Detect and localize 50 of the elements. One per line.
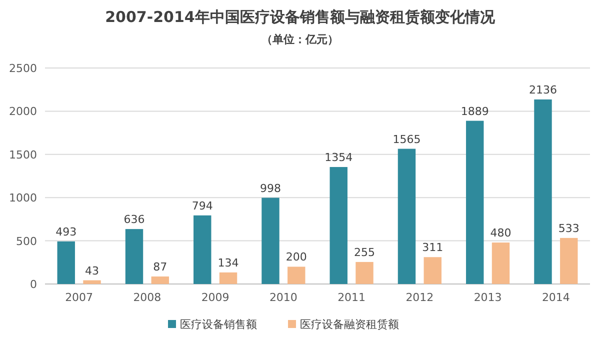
bar (356, 262, 374, 284)
y-tick-label: 2000 (9, 105, 37, 118)
bar (560, 238, 578, 284)
data-label: 636 (124, 213, 145, 226)
x-tick-label: 2009 (201, 291, 230, 304)
bar (424, 257, 442, 284)
bar (466, 120, 484, 284)
data-label: 134 (218, 256, 239, 270)
data-label: 1889 (460, 104, 489, 118)
x-tick-label: 2007 (65, 291, 94, 304)
x-tick-label: 2012 (406, 291, 434, 304)
data-label: 200 (286, 250, 307, 264)
bar (330, 167, 348, 284)
data-label: 1565 (392, 132, 421, 146)
bar (57, 241, 75, 284)
bar (151, 276, 169, 284)
x-tick-label: 2011 (338, 291, 366, 304)
y-tick-label: 1000 (9, 192, 37, 205)
x-tick-label: 2008 (133, 291, 162, 304)
bar (534, 99, 552, 284)
chart-title: 2007-2014年中国医疗设备销售额与融资租赁额变化情况 (105, 8, 496, 26)
x-tick-label: 2013 (474, 291, 502, 304)
data-label: 998 (260, 182, 281, 195)
bar (262, 198, 280, 284)
y-tick-label: 2500 (9, 62, 37, 75)
x-tick-label: 2010 (269, 291, 298, 304)
bar (398, 148, 416, 284)
legend-label: 医疗设备融资租赁额 (300, 318, 399, 331)
legend-label: 医疗设备销售额 (180, 318, 257, 331)
bar (125, 229, 144, 284)
data-label: 480 (490, 226, 512, 240)
y-tick-label: 1500 (9, 148, 37, 162)
x-tick-label: 2014 (542, 291, 570, 304)
bar (194, 215, 212, 284)
data-label: 255 (354, 246, 376, 259)
bar (83, 280, 101, 284)
data-label: 311 (422, 241, 444, 254)
data-label: 87 (153, 260, 168, 274)
data-label: 493 (56, 225, 77, 238)
data-label: 43 (85, 264, 100, 278)
y-tick-label: 500 (16, 234, 37, 248)
y-tick-label: 0 (30, 278, 37, 291)
bar (219, 272, 238, 284)
data-label: 794 (192, 199, 213, 212)
chart-subtitle: （单位：亿元） (262, 33, 338, 46)
data-label: 533 (558, 222, 580, 235)
bar (492, 242, 510, 284)
bar (288, 266, 306, 284)
data-label: 1354 (324, 151, 353, 164)
data-label: 2136 (528, 83, 557, 96)
